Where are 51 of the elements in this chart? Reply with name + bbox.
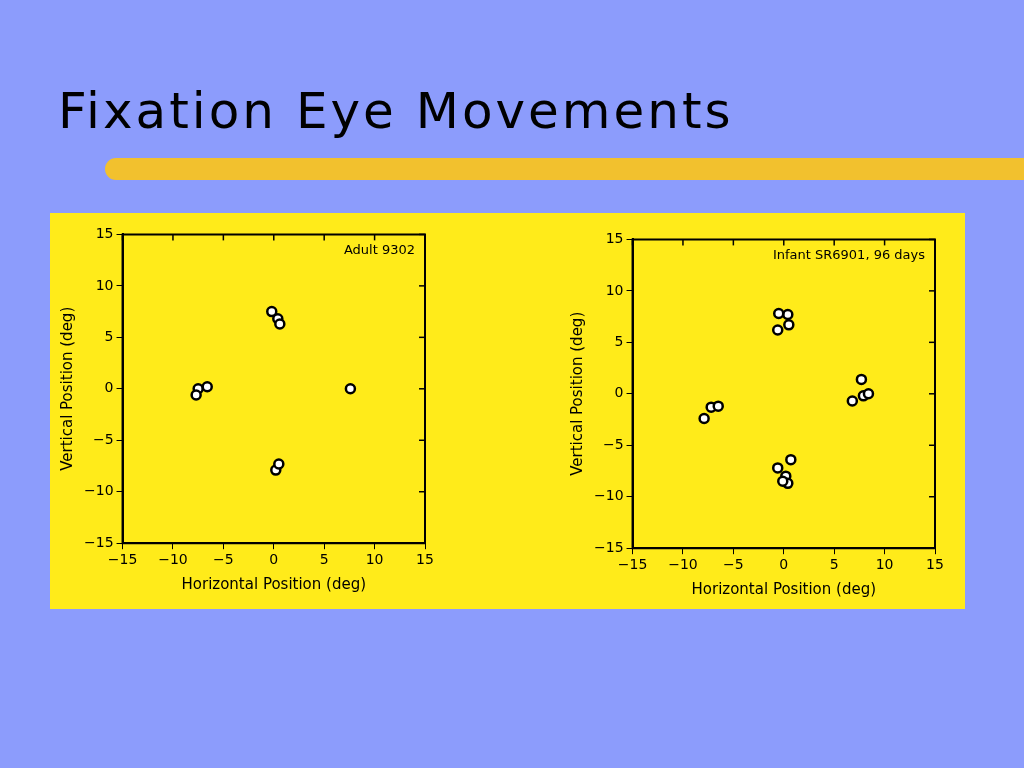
y-tick-label: −10 (84, 482, 114, 499)
point (782, 308, 794, 321)
x-tick-label: 15 (926, 556, 944, 573)
x-tick-label: 0 (779, 556, 789, 573)
x-tick-label: −10 (158, 551, 188, 568)
x-tick-label: 5 (319, 551, 329, 568)
y-tick-label: 0 (614, 384, 624, 401)
y-tick-label: 5 (614, 332, 624, 349)
point (771, 462, 784, 474)
y-tick-label: 5 (104, 327, 114, 344)
point (201, 380, 213, 393)
point (785, 453, 797, 466)
x-axis-title: Horizontal Position (deg) (691, 579, 877, 598)
y-tick-label: 15 (95, 225, 114, 242)
point (783, 319, 795, 331)
point (344, 383, 357, 395)
y-tick-label: −15 (594, 538, 624, 555)
y-tick-label: 10 (605, 281, 624, 298)
annotation: Adult 9302 (343, 242, 415, 258)
y-tick-label: −10 (594, 487, 624, 504)
y-axis-title: Vertical Position (deg) (57, 306, 76, 471)
x-tick-label: 10 (875, 556, 894, 573)
point (266, 305, 278, 318)
x-tick-label: 0 (269, 551, 279, 568)
point (698, 412, 710, 425)
point (190, 389, 202, 401)
y-tick-label: −5 (602, 435, 624, 452)
point (274, 318, 286, 330)
annotation: Infant SR6901, 96 days (772, 247, 926, 263)
point (712, 400, 724, 412)
point (777, 475, 789, 488)
y-axis-title: Vertical Position (deg) (567, 311, 586, 476)
y-tick-label: 0 (104, 379, 114, 396)
x-tick-label: −5 (213, 551, 234, 568)
y-tick-label: −5 (92, 430, 114, 447)
x-tick-label: −10 (668, 556, 698, 573)
point (862, 388, 875, 400)
point (855, 373, 868, 386)
y-tick-label: 10 (95, 276, 114, 293)
point (846, 395, 859, 407)
x-tick-label: 10 (365, 551, 384, 568)
x-axis-title: Horizontal Position (deg) (181, 574, 367, 593)
point (273, 458, 285, 470)
x-tick-label: −5 (723, 556, 744, 573)
point (772, 307, 785, 320)
x-tick-label: 5 (829, 556, 839, 573)
point (771, 324, 784, 336)
y-tick-label: 15 (605, 230, 624, 247)
x-tick-label: 15 (416, 551, 434, 568)
y-tick-label: −15 (84, 533, 114, 550)
chart-title: Fixation Eye Movements (58, 82, 734, 140)
